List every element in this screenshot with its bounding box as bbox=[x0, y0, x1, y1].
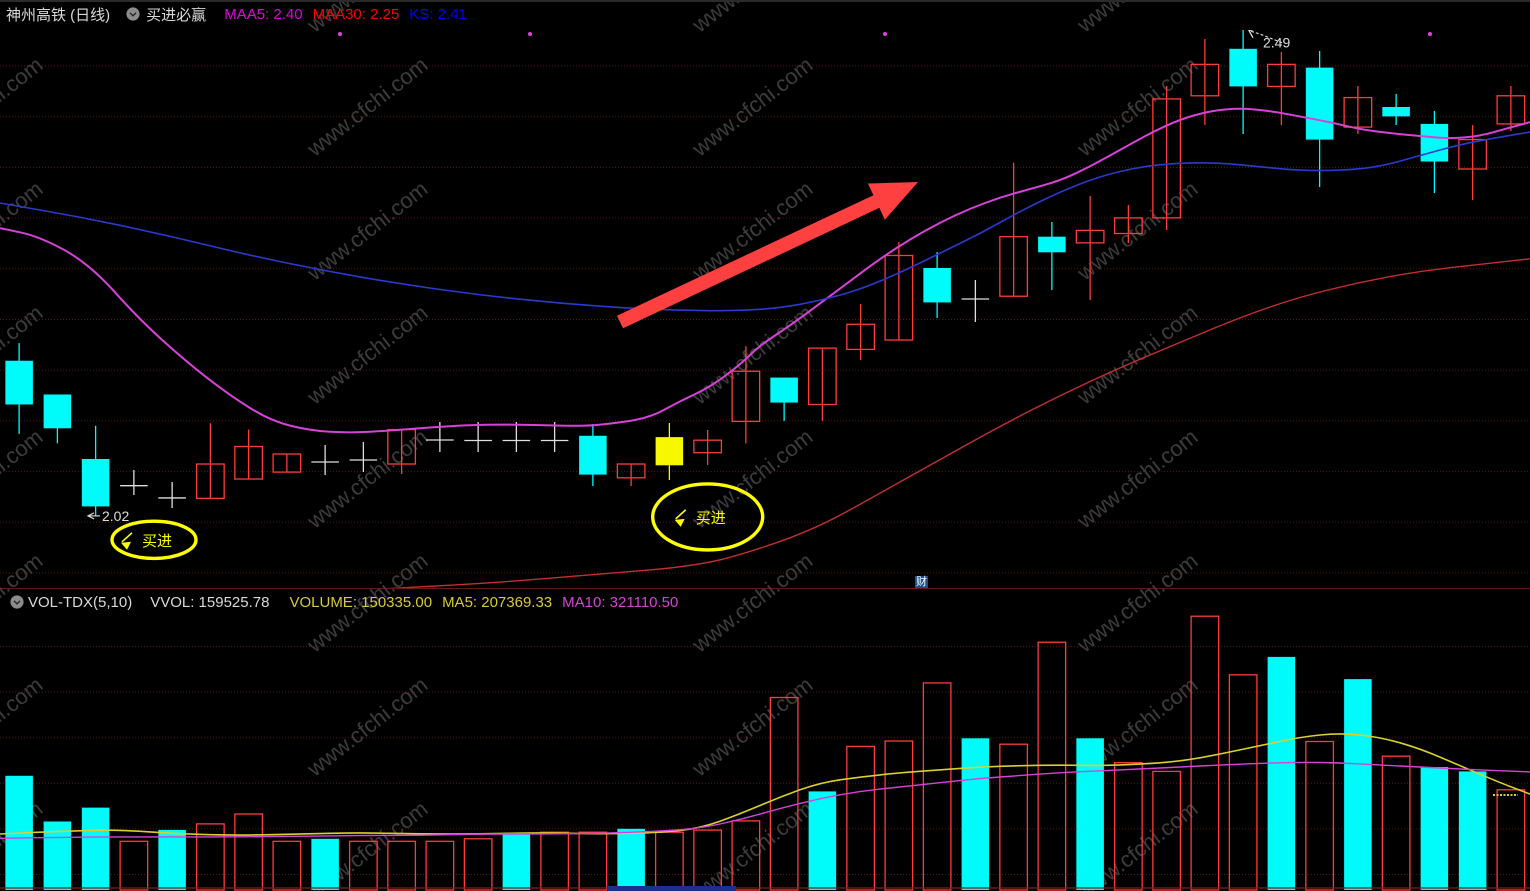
svg-text:买进: 买进 bbox=[142, 533, 172, 550]
svg-text:2.49: 2.49 bbox=[1263, 35, 1290, 51]
svg-text:买进: 买进 bbox=[696, 510, 726, 527]
svg-text:2.02: 2.02 bbox=[102, 508, 129, 524]
